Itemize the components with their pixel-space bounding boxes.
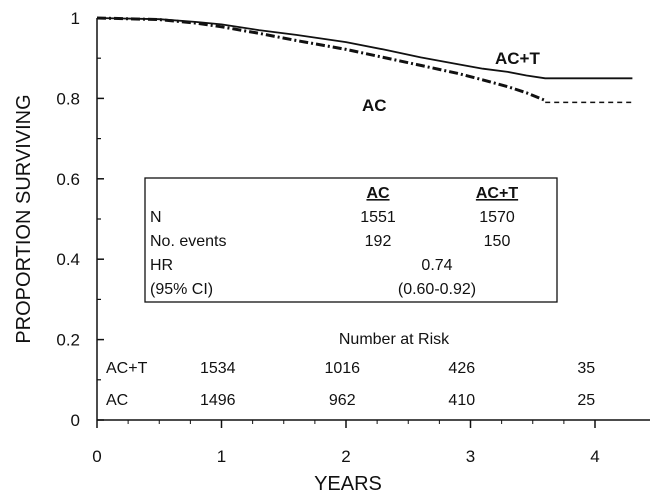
stats-row-label: No. events — [150, 233, 226, 250]
stats-header-act: AC+T — [476, 185, 518, 202]
risk-value: 426 — [448, 360, 475, 377]
x-tick-label: 3 — [466, 447, 475, 466]
stats-cell-ci: (0.60-0.92) — [398, 281, 476, 298]
stats-cell: 1551 — [360, 209, 396, 226]
risk-value: 1496 — [200, 392, 236, 409]
stats-header-ac: AC — [366, 185, 390, 202]
y-tick-label: 0.8 — [56, 89, 80, 108]
stats-cell-hr: 0.74 — [421, 257, 452, 274]
stats-cell: 150 — [484, 233, 511, 250]
stats-table-border — [144, 177, 558, 303]
y-tick-label: 0 — [71, 411, 80, 430]
risk-values: 1534 1016 426 35 1496 962 410 25 — [200, 360, 595, 409]
risk-value: 410 — [448, 392, 475, 409]
x-tick-label: 0 — [92, 447, 101, 466]
x-ticks: 0 1 2 3 4 — [92, 420, 600, 466]
risk-row-label: AC — [106, 392, 128, 409]
series-line-ac — [96, 16, 546, 102]
stats-table: AC AC+T N 1551 1570 No. events 192 150 H… — [144, 177, 558, 303]
series-label-ac: AC — [362, 96, 387, 115]
x-axis-title: YEARS — [314, 473, 382, 495]
series-layer — [96, 16, 633, 104]
x-tick-label: 2 — [341, 447, 350, 466]
series-label-act: AC+T — [495, 49, 540, 68]
risk-value: 35 — [577, 360, 595, 377]
risk-value: 1016 — [324, 360, 360, 377]
y-axis-title: PROPORTION SURVIVING — [13, 94, 35, 343]
stats-cell: 1570 — [479, 209, 515, 226]
risk-value: 1534 — [200, 360, 236, 377]
risk-value: 25 — [577, 392, 595, 409]
risk-value: 962 — [329, 392, 356, 409]
risk-title: Number at Risk — [339, 331, 450, 348]
x-tick-label: 1 — [217, 447, 226, 466]
stats-row-label: N — [150, 209, 162, 226]
y-tick-label: 0.2 — [56, 331, 80, 350]
number-at-risk: Number at Risk AC+T AC 1534 1016 426 35 1496… — [106, 331, 595, 409]
y-tick-label: 0.6 — [56, 170, 80, 189]
risk-row-label: AC+T — [106, 360, 148, 377]
y-tick-label: 1 — [71, 9, 80, 28]
stats-row-label: HR — [150, 257, 173, 274]
y-tick-label: 0.4 — [56, 250, 80, 269]
y-ticks: 0 0.2 0.4 0.6 0.8 1 — [56, 9, 104, 430]
series-line-act — [96, 17, 633, 80]
x-tick-label: 4 — [590, 447, 599, 466]
stats-row-label: (95% CI) — [150, 281, 213, 298]
stats-cell: 192 — [365, 233, 392, 250]
